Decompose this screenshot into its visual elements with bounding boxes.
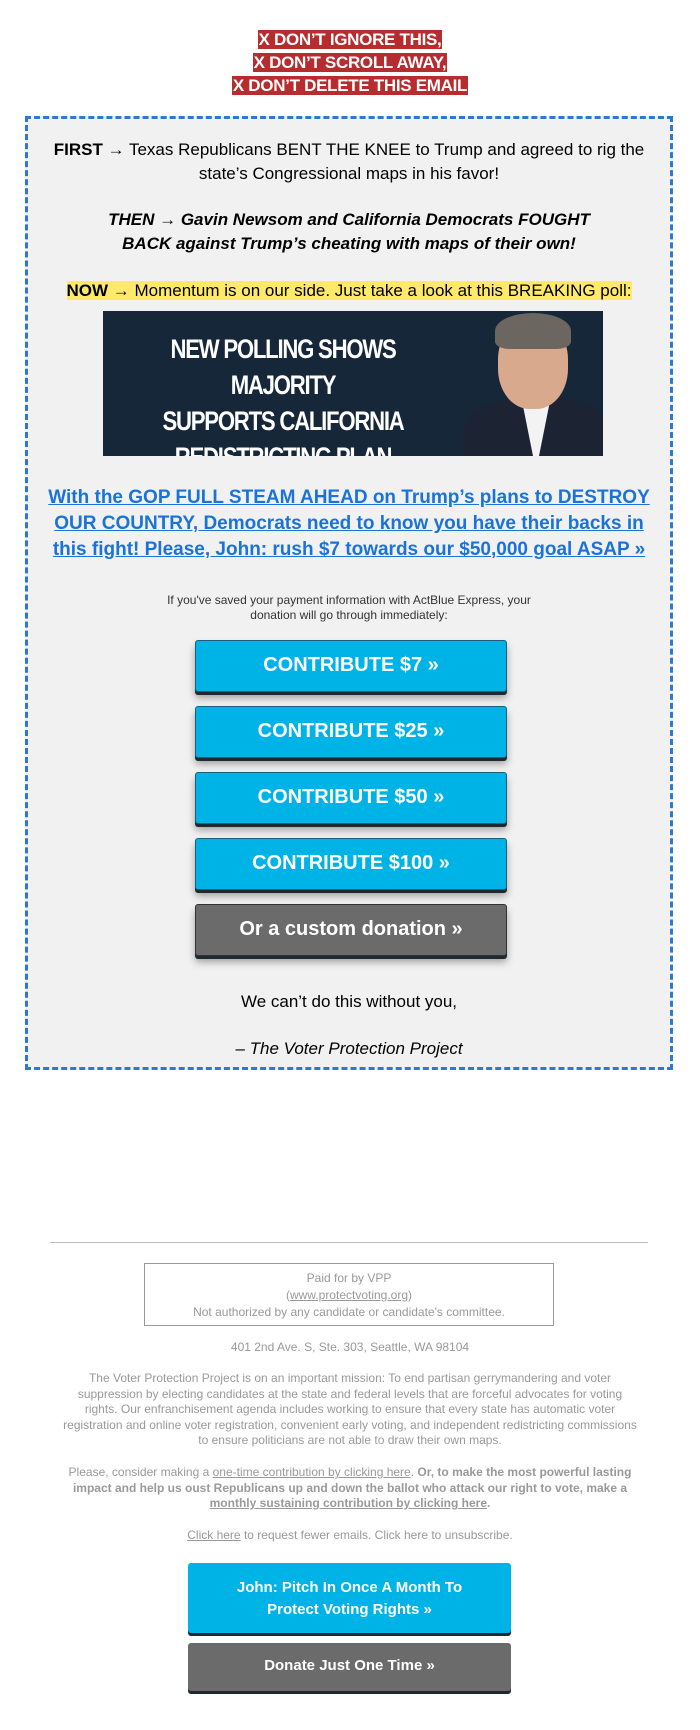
banner-line: SUPPORTS CALIFORNIA [162, 406, 404, 436]
then-lead: THEN [108, 210, 155, 229]
closing-text: We can’t do this without you, [240, 992, 458, 1011]
monthly-donation-button[interactable]: John: Pitch In Once A Month To Protect V… [188, 1563, 511, 1633]
monthly-link[interactable]: monthly sustaining contribution by click… [209, 1496, 487, 1510]
warning-header: X DON’T IGNORE THIS, X DON’T SCROLL AWAY… [0, 28, 700, 97]
mission-text: The Voter Protection Project is on an im… [63, 1371, 637, 1447]
text: . [410, 1465, 418, 1479]
text: Please, consider making a [68, 1465, 213, 1479]
contribute-7-button[interactable]: CONTRIBUTE $7 » [195, 640, 507, 692]
now-text: → Momentum is on our side. Just take a l… [108, 281, 632, 300]
hair [495, 313, 571, 349]
then-text: → Gavin Newsom and California Democrats … [122, 210, 590, 253]
text: . [487, 1496, 491, 1510]
one-time-link[interactable]: one-time contribution by clicking here [212, 1465, 411, 1479]
site-link[interactable]: www.protectvoting.org [289, 1288, 409, 1302]
contribute-25-button[interactable]: CONTRIBUTE $25 » [195, 706, 507, 758]
contribute-50-button[interactable]: CONTRIBUTE $50 » [195, 772, 507, 824]
first-paragraph: FIRST → Texas Republicans BENT THE KNEE … [28, 138, 670, 186]
one-time-donation-button[interactable]: Donate Just One Time » [188, 1643, 511, 1691]
email-preferences: Click here to request fewer emails. Clic… [0, 1527, 700, 1543]
message-box: FIRST → Texas Republicans BENT THE KNEE … [25, 116, 673, 1070]
banner-line: REDISTRICTING PLAN [135, 439, 430, 456]
now-paragraph: NOW → Momentum is on our side. Just take… [28, 279, 670, 303]
express-note: If you've saved your payment information… [167, 593, 531, 622]
warning-line: X DON’T DELETE THIS EMAIL [231, 76, 469, 95]
then-paragraph: THEN → Gavin Newsom and California Democ… [28, 208, 670, 256]
first-lead: FIRST [53, 140, 103, 159]
banner-line: NEW POLLING SHOWS MAJORITY [170, 334, 396, 400]
donate-ask-link[interactable]: With the GOP FULL STEAM AHEAD on Trump’s… [48, 487, 650, 560]
contribution-paragraph: Please, consider making a one-time contr… [0, 1465, 700, 1512]
address: 401 2nd Ave. S, Ste. 303, Seattle, WA 98… [230, 1340, 470, 1354]
poll-banner-image[interactable]: NEW POLLING SHOWS MAJORITY SUPPORTS CALI… [103, 311, 603, 456]
fewer-emails-link[interactable]: Click here [187, 1528, 241, 1542]
paid-for: Paid for by VPP [306, 1271, 392, 1285]
not-authorized: Not authorized by any candidate or candi… [193, 1305, 505, 1319]
footer-divider [50, 1242, 648, 1243]
signature: – The Voter Protection Project [235, 1039, 463, 1058]
banner-text: NEW POLLING SHOWS MAJORITY SUPPORTS CALI… [135, 331, 430, 456]
paid-for-box: Paid for by VPP (www.protectvoting.org) … [144, 1263, 554, 1326]
custom-donation-button[interactable]: Or a custom donation » [195, 904, 507, 956]
warning-line: X DON’T IGNORE THIS, [257, 30, 443, 49]
paren: ) [408, 1288, 413, 1302]
warning-line: X DON’T SCROLL AWAY, [252, 53, 448, 72]
first-text: → Texas Republicans BENT THE KNEE to Tru… [102, 140, 645, 183]
contribute-100-button[interactable]: CONTRIBUTE $100 » [195, 838, 507, 890]
unsubscribe-text: to request fewer emails. Click here to u… [240, 1528, 513, 1542]
paren: ( [285, 1288, 290, 1302]
text: Or, to make the most powerful lasting im… [72, 1465, 632, 1495]
now-lead: NOW [66, 281, 109, 300]
